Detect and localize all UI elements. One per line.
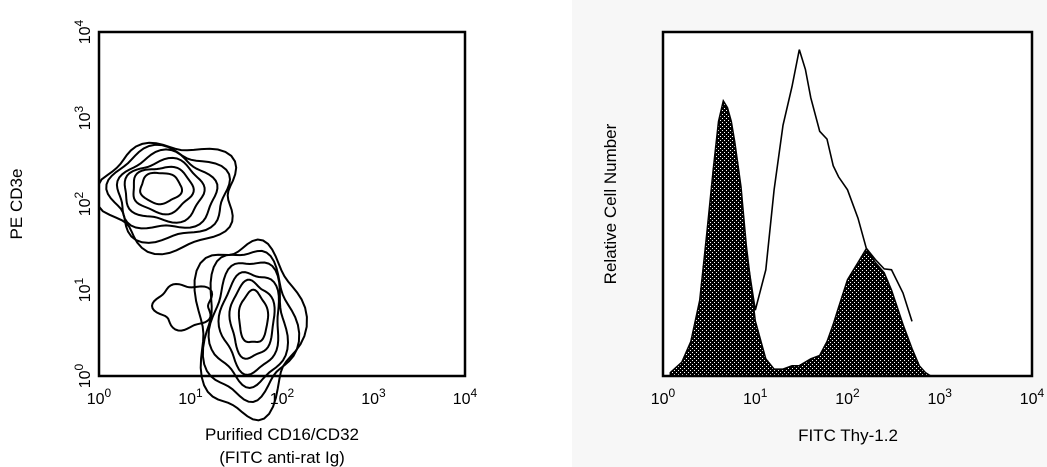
contour-ring-0-2 [123,156,206,224]
x-tick-label-right-0: 100 [651,386,676,408]
histogram-series-outline [745,49,913,322]
contour-ring-1-5 [193,238,308,422]
contour-lobe [150,282,214,332]
x-axis-label-right: FITC Thy-1.2 [798,426,898,445]
x-tick-label-right-4: 104 [1020,386,1045,408]
x-tick-label-left-0: 100 [87,386,112,408]
x-tick-label-right-2: 102 [835,386,860,408]
y-tick-label-3: 103 [72,105,94,130]
x-tick-label-left-1: 101 [178,386,203,408]
y-tick-label-4: 104 [72,19,94,44]
y-axis-label-right: Relative Cell Number [601,123,620,284]
contour-ring-0-4 [105,143,232,244]
x-tick-label-left-2: 102 [270,386,295,408]
contour-ring-0-3 [115,148,219,230]
x-tick-label-right-1: 101 [743,386,768,408]
x-tick-label-left-3: 103 [361,386,386,408]
y-tick-label-2: 102 [72,191,94,216]
contour-lines [98,141,308,422]
plot-frame-left [97,30,467,378]
plot-frame-right [661,30,1034,378]
x-axis-sublabel-left: (FITC anti-rat Ig) [219,448,345,467]
x-tick-label-right-3: 103 [928,386,953,408]
x-axis-label-left: Purified CD16/CD32 [205,425,359,444]
histogram-plot: 100 101 102 103 104 Relative Cell Number FIT… [601,30,1045,445]
x-tick-labels-right: 100 101 102 103 104 [651,386,1045,408]
contour-ring-1-0 [237,288,270,344]
y-tick-label-0: 100 [72,363,94,388]
contour-ring-1-2 [217,271,280,376]
contour-ring-1-1 [228,278,276,360]
y-axis-label-left: PE CD3e [7,169,26,240]
contour-ring-1-3 [207,261,290,390]
y-tick-label-1: 101 [72,277,94,302]
histogram-series-filled [669,98,932,377]
y-tick-labels-left: 100 101 102 103 104 [72,19,94,388]
histogram-series [669,49,932,377]
x-tick-label-left-4: 104 [453,386,478,408]
contour-ring-0-0 [139,171,183,206]
x-tick-labels-left: 100 101 102 103 104 [87,386,478,408]
contour-ring-0-1 [132,165,195,216]
contour-ring-1-4 [201,249,301,404]
